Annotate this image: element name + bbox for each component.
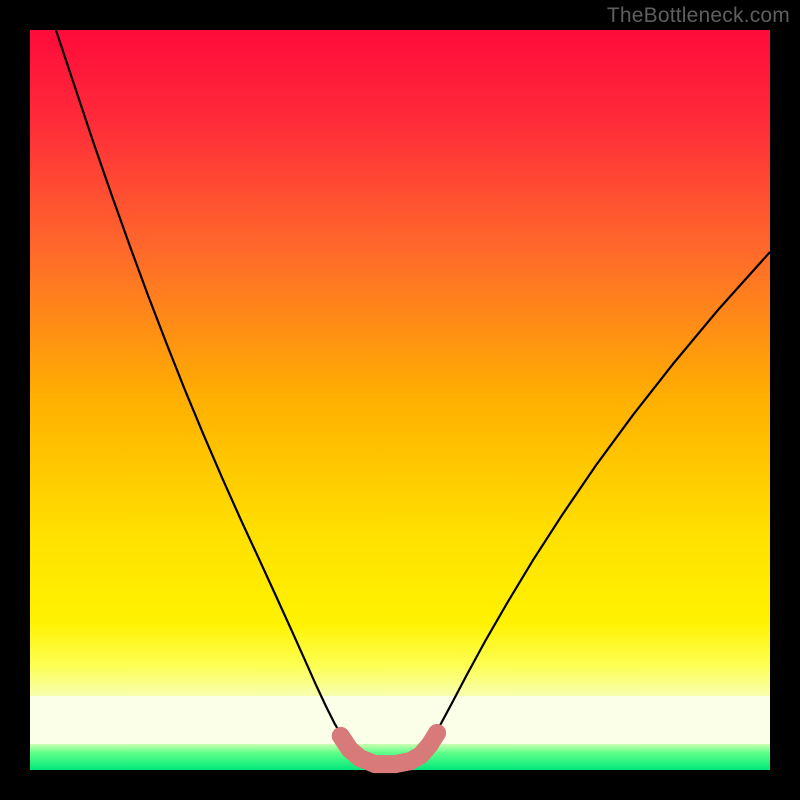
bottleneck-curve	[56, 30, 770, 765]
valley-highlight	[332, 724, 446, 773]
curve-layer	[30, 30, 770, 770]
watermark-text: TheBottleneck.com	[607, 4, 790, 28]
chart-stage: TheBottleneck.com	[0, 0, 800, 800]
plot-area	[30, 30, 770, 770]
valley-dot	[366, 755, 384, 773]
valley-dot	[428, 724, 446, 742]
valley-dot	[387, 755, 405, 773]
